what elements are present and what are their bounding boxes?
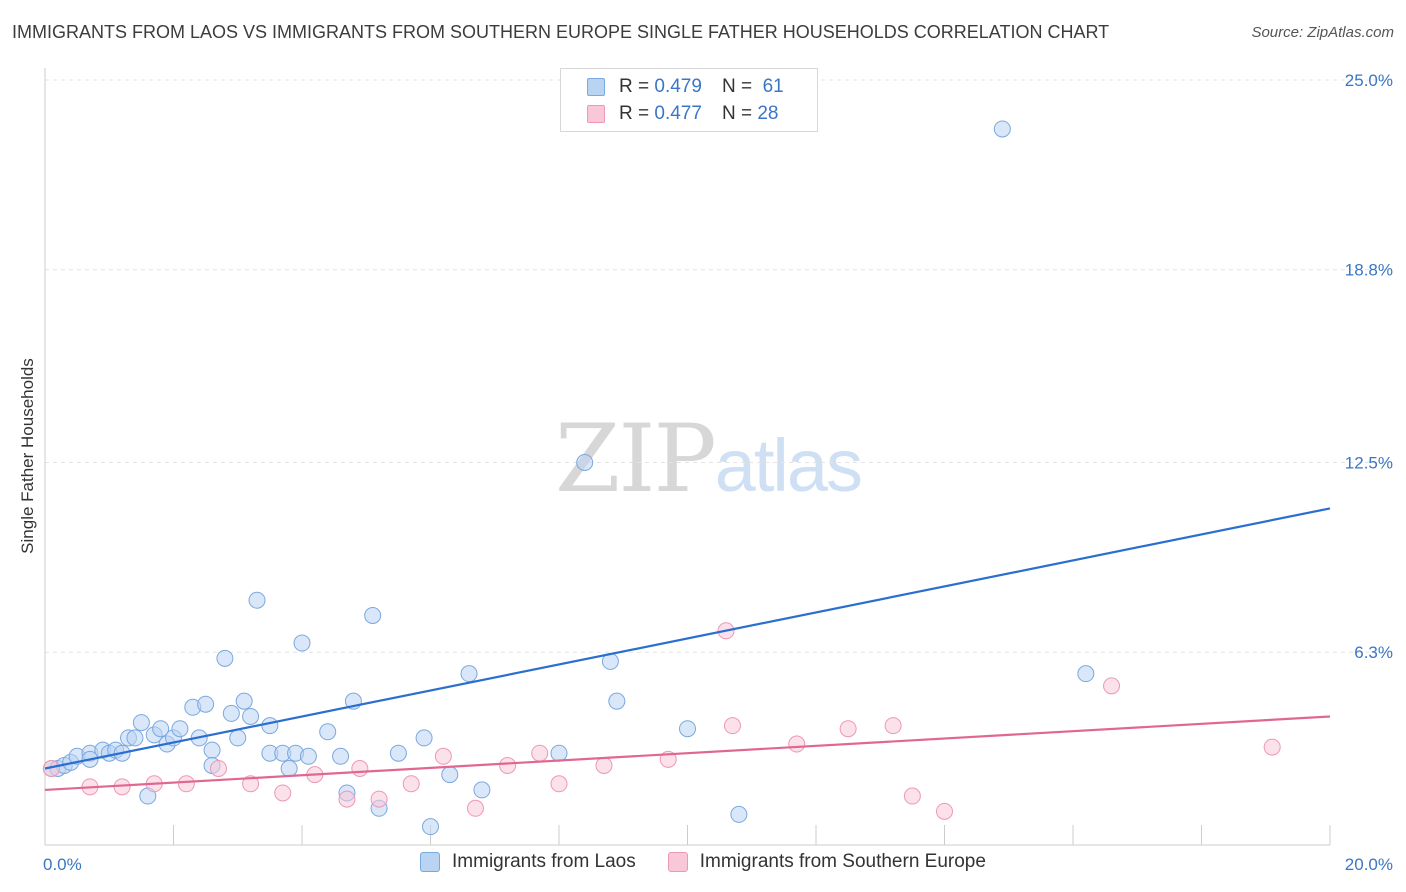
legend-n-label-laos: N = — [721, 76, 753, 97]
point-southern-europe — [242, 775, 260, 793]
legend-swatch-southern-europe — [587, 105, 605, 123]
point-southern-europe — [177, 775, 195, 793]
chart-title: IMMIGRANTS FROM LAOS VS IMMIGRANTS FROM … — [12, 22, 1110, 42]
point-laos — [261, 717, 279, 735]
legend-item-laos[interactable]: Immigrants from Laos — [420, 851, 636, 873]
point-laos — [229, 729, 247, 747]
point-laos — [197, 695, 215, 713]
tick-labels: 6.3% 12.5% 18.8% 25.0% 0.0% 20.0% — [43, 71, 1393, 874]
point-southern-europe — [274, 784, 292, 802]
point-laos — [203, 741, 221, 759]
point-laos — [460, 665, 478, 683]
series-legend: Immigrants from Laos Immigrants from Sou… — [0, 851, 1406, 873]
point-laos — [248, 591, 266, 609]
point-laos — [730, 805, 748, 823]
y-tick-label: 25.0% — [1345, 71, 1393, 90]
data-marks — [42, 120, 1281, 836]
point-southern-europe — [466, 799, 484, 817]
point-southern-europe — [936, 802, 953, 820]
point-laos — [415, 729, 433, 747]
point-laos — [222, 704, 240, 722]
legend-r-value-laos: 0.479 — [654, 76, 702, 97]
watermark-atlas: atlas — [714, 424, 863, 507]
point-laos — [171, 720, 189, 738]
y-tick-label: 18.8% — [1345, 261, 1393, 280]
point-laos — [576, 454, 594, 471]
point-southern-europe — [499, 756, 517, 774]
point-southern-europe — [903, 787, 921, 805]
point-southern-europe — [550, 775, 568, 793]
point-laos — [152, 720, 170, 738]
point-southern-europe — [531, 744, 549, 762]
point-laos — [441, 766, 459, 784]
point-laos — [389, 744, 407, 762]
point-southern-europe — [351, 760, 369, 777]
trend-lines — [44, 507, 1331, 792]
point-southern-europe — [338, 790, 356, 808]
grid-lines — [45, 79, 1392, 653]
point-laos — [293, 634, 311, 652]
legend-n-value-southern-europe: 28 — [757, 103, 779, 124]
legend-r-value-southern-europe: 0.477 — [654, 103, 702, 124]
point-laos — [332, 747, 350, 765]
point-southern-europe — [42, 760, 60, 777]
axes — [44, 68, 1331, 846]
point-laos — [242, 707, 260, 725]
point-laos — [608, 692, 626, 710]
point-southern-europe — [209, 760, 227, 777]
point-laos — [280, 760, 298, 777]
point-southern-europe — [595, 756, 613, 774]
y-tick-label: 6.3% — [1354, 643, 1393, 662]
legend-row-southern-europe: R = 0.477 N = 28 — [587, 102, 778, 126]
point-southern-europe — [884, 717, 902, 735]
point-laos — [299, 747, 317, 765]
point-laos — [679, 720, 696, 738]
stats-legend: R = 0.479 N = 61 R = 0.477 N = 28 — [560, 68, 818, 132]
source-label: Source: ZipAtlas.com — [1251, 24, 1394, 41]
legend-swatch-laos — [587, 78, 605, 96]
legend-n-value-laos: 61 — [762, 76, 784, 97]
point-southern-europe — [788, 735, 806, 753]
point-laos — [993, 120, 1011, 138]
point-laos — [364, 607, 382, 624]
point-laos — [550, 744, 568, 762]
legend-label-southern-europe: Immigrants from Southern Europe — [699, 851, 986, 872]
legend-r-label-southern-europe: R = — [619, 103, 650, 124]
x-tick-label: 20.0% — [1345, 855, 1393, 874]
point-laos — [422, 818, 439, 836]
point-southern-europe — [370, 790, 388, 808]
point-laos — [132, 714, 150, 732]
point-laos — [216, 649, 234, 667]
point-laos — [319, 723, 337, 741]
legend-swatch-laos-bottom — [420, 852, 441, 872]
point-southern-europe — [839, 720, 857, 738]
legend-n-label-southern-europe: N = — [721, 103, 753, 124]
point-southern-europe — [402, 775, 420, 793]
legend-row-laos: R = 0.479 N = 61 — [587, 75, 784, 99]
legend-swatch-southern-europe-bottom — [667, 852, 688, 872]
legend-r-label-laos: R = — [619, 76, 650, 97]
point-southern-europe — [1103, 677, 1121, 695]
point-laos — [473, 781, 491, 799]
point-southern-europe — [1263, 738, 1281, 756]
point-southern-europe — [434, 747, 452, 765]
point-southern-europe — [723, 717, 741, 735]
point-laos — [1077, 665, 1095, 683]
trend-line-southern-europe — [44, 715, 1331, 792]
point-laos — [235, 692, 253, 710]
legend-label-laos: Immigrants from Laos — [452, 851, 636, 872]
point-laos — [126, 729, 144, 747]
trend-line-laos — [44, 507, 1331, 770]
y-tick-label: 12.5% — [1345, 454, 1393, 473]
legend-item-southern-europe[interactable]: Immigrants from Southern Europe — [667, 851, 986, 873]
x-tick-label: 0.0% — [43, 855, 82, 874]
